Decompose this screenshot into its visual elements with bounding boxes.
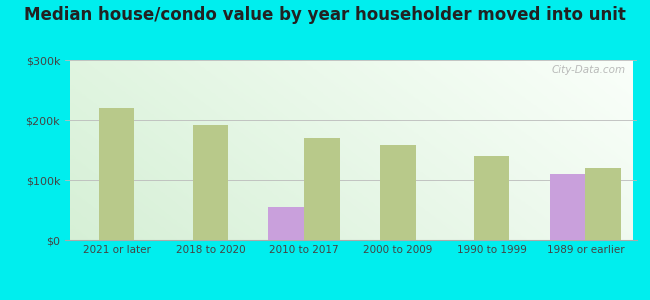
Text: Median house/condo value by year householder moved into unit: Median house/condo value by year househo…: [24, 6, 626, 24]
Bar: [474, 156, 510, 240]
Bar: [304, 138, 340, 240]
Bar: [192, 125, 228, 240]
Bar: [380, 145, 416, 240]
Text: City-Data.com: City-Data.com: [551, 65, 625, 75]
Bar: [586, 168, 621, 240]
Bar: [99, 108, 135, 240]
Bar: [268, 207, 304, 240]
Bar: [550, 174, 586, 240]
